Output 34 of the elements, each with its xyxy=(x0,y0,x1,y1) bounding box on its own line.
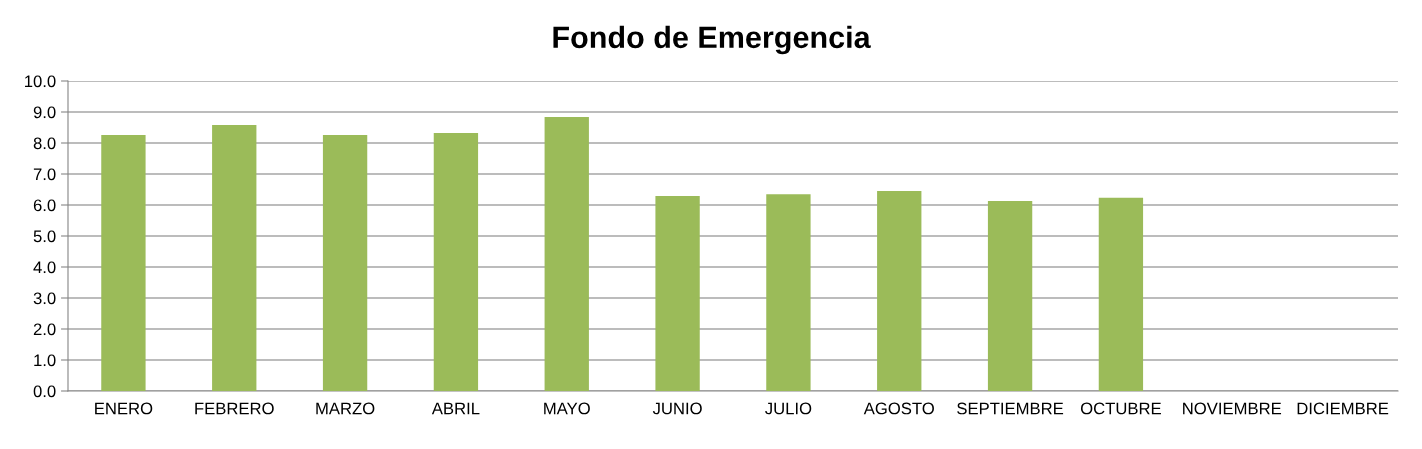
y-tick-label: 2.0 xyxy=(33,323,56,336)
x-tick-label: SEPTIEMBRE xyxy=(957,402,1064,415)
y-tick-label: 10.0 xyxy=(25,75,56,88)
bar xyxy=(433,133,479,391)
y-tick-label: 9.0 xyxy=(33,106,56,119)
bar xyxy=(212,125,257,391)
x-tick-label: JUNIO xyxy=(652,402,702,415)
y-tick-label: 8.0 xyxy=(33,137,56,150)
x-tick-label: ENERO xyxy=(95,402,153,415)
x-tick-label: ABRIL xyxy=(431,402,480,415)
bar xyxy=(655,196,700,391)
x-tick-label: JULIO xyxy=(765,402,812,415)
bar xyxy=(987,200,1033,391)
y-tick-label: 0.0 xyxy=(33,385,56,398)
x-tick-label: AGOSTO xyxy=(863,402,934,415)
x-tick-label: NOVIEMBRE xyxy=(1183,402,1282,415)
x-tick-label: OCTUBRE xyxy=(1080,402,1161,415)
x-tick-label: FEBRERO xyxy=(195,402,274,415)
bar xyxy=(1098,197,1144,391)
x-tick-label: MAYO xyxy=(544,402,590,415)
x-tick-label: DICIEMBRE xyxy=(1297,402,1389,415)
bar xyxy=(877,191,922,391)
y-tick-label: 6.0 xyxy=(33,199,56,212)
bar xyxy=(322,134,368,391)
bar xyxy=(101,134,146,391)
y-tick-label: 4.0 xyxy=(33,261,56,274)
bar xyxy=(544,116,589,391)
y-tick-label: 5.0 xyxy=(33,230,56,243)
chart-title: Fondo de Emergencia xyxy=(553,25,871,55)
y-tick-label: 7.0 xyxy=(33,168,56,181)
y-tick-label: 1.0 xyxy=(34,354,56,367)
x-tick-label: MARZO xyxy=(316,402,375,415)
y-tick-label: 3.0 xyxy=(33,292,56,305)
bar xyxy=(766,194,811,391)
